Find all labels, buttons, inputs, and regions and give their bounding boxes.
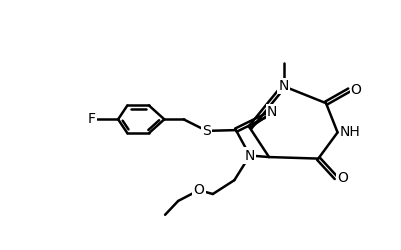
Text: O: O: [194, 183, 205, 197]
Text: N: N: [278, 79, 289, 93]
Text: O: O: [350, 83, 362, 97]
Text: NH: NH: [340, 126, 360, 140]
Text: N: N: [267, 106, 277, 120]
Text: O: O: [338, 171, 348, 185]
Text: S: S: [202, 124, 211, 138]
Text: N: N: [245, 148, 255, 162]
Text: F: F: [88, 112, 96, 126]
